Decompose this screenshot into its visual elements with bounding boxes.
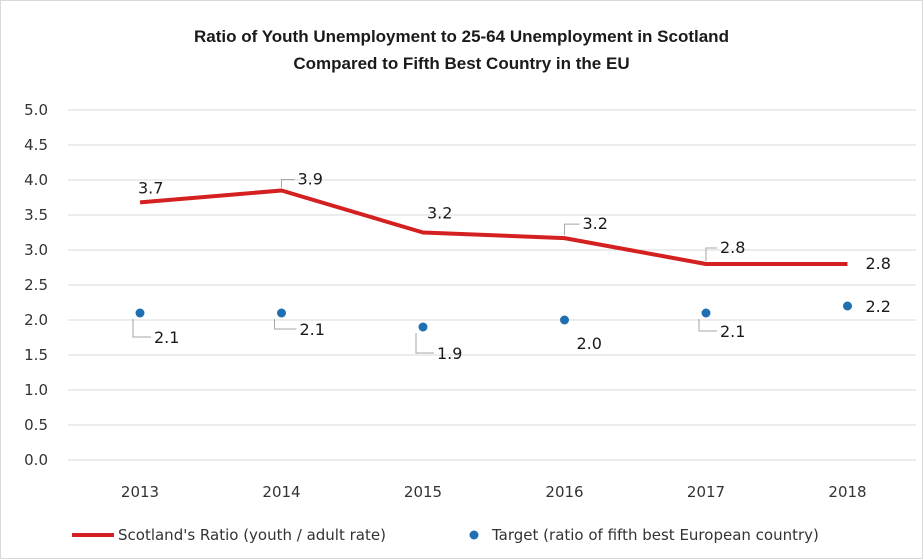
chart-title-line-1: Ratio of Youth Unemployment to 25-64 Une… [194, 27, 729, 46]
y-tick-label: 2.5 [24, 276, 48, 294]
target-marker [418, 322, 428, 332]
y-tick-label: 1.0 [24, 381, 48, 399]
chart-title-line-2: Compared to Fifth Best Country in the EU [293, 54, 630, 73]
y-tick-label: 2.0 [24, 311, 48, 329]
data-label-scotland: 2.8 [866, 254, 891, 273]
data-label-leader [132, 319, 151, 338]
y-tick-label: 3.5 [24, 206, 48, 224]
data-label-target: 2.0 [577, 334, 602, 353]
y-tick-label: 0.5 [24, 416, 48, 434]
data-label-target: 2.2 [866, 297, 891, 316]
data-label-target: 2.1 [154, 328, 179, 347]
target-marker [560, 315, 569, 325]
x-tick-label: 2018 [828, 483, 866, 501]
y-tick-label: 4.5 [24, 136, 48, 154]
y-tick-label: 5.0 [24, 101, 48, 119]
target-marker [277, 308, 286, 318]
data-label-scotland: 3.7 [138, 178, 163, 197]
data-label-leader [564, 223, 580, 236]
data-label-scotland: 3.9 [298, 170, 323, 189]
data-label-target: 2.1 [300, 320, 325, 339]
legend-label-target: Target (ratio of fifth best European cou… [491, 526, 819, 544]
legend-swatch-target [469, 530, 479, 540]
data-label-target: 2.1 [720, 322, 745, 341]
target-marker [701, 308, 711, 318]
x-tick-label: 2017 [687, 483, 725, 501]
data-label-leader [415, 333, 434, 354]
data-label-leader [698, 319, 717, 332]
legend-label-scotland: Scotland's Ratio (youth / adult rate) [118, 526, 386, 544]
y-tick-label: 3.0 [24, 241, 48, 259]
y-tick-label: 1.5 [24, 346, 48, 364]
x-tick-label: 2016 [545, 483, 583, 501]
series-line-scotland [139, 188, 848, 266]
data-label-leader [281, 179, 295, 188]
data-label-scotland: 2.8 [720, 238, 745, 257]
data-label-leader [274, 319, 297, 330]
data-label-target: 1.9 [437, 344, 462, 363]
y-tick-label: 0.0 [24, 451, 48, 469]
y-tick-label: 4.0 [24, 171, 48, 189]
target-marker [135, 308, 145, 318]
x-tick-label: 2015 [404, 483, 442, 501]
x-tick-label: 2014 [262, 483, 300, 501]
data-label-scotland: 3.2 [427, 204, 452, 223]
data-label-leader [705, 247, 717, 261]
x-tick-label: 2013 [121, 483, 159, 501]
target-marker [843, 301, 852, 311]
data-label-scotland: 3.2 [583, 214, 608, 233]
